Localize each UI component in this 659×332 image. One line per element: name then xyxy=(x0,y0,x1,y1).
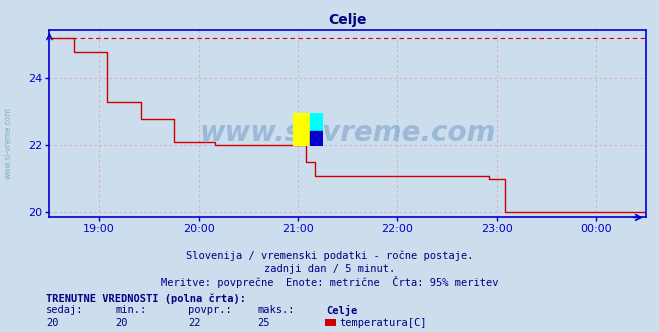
Text: sedaj:: sedaj: xyxy=(46,305,84,315)
Text: 20: 20 xyxy=(46,318,59,328)
Polygon shape xyxy=(310,131,323,146)
Text: temperatura[C]: temperatura[C] xyxy=(339,318,427,328)
Title: Celje: Celje xyxy=(328,13,367,27)
Text: 20: 20 xyxy=(115,318,128,328)
Text: 22: 22 xyxy=(188,318,200,328)
Text: povpr.:: povpr.: xyxy=(188,305,231,315)
Text: 25: 25 xyxy=(257,318,270,328)
Text: Slovenija / vremenski podatki - ročne postaje.: Slovenija / vremenski podatki - ročne po… xyxy=(186,250,473,261)
Text: www.si-vreme.com: www.si-vreme.com xyxy=(200,119,496,147)
Polygon shape xyxy=(310,113,323,131)
Text: TRENUTNE VREDNOSTI (polna črta):: TRENUTNE VREDNOSTI (polna črta): xyxy=(46,293,246,304)
Text: Meritve: povprečne  Enote: metrične  Črta: 95% meritev: Meritve: povprečne Enote: metrične Črta:… xyxy=(161,276,498,288)
Text: www.si-vreme.com: www.si-vreme.com xyxy=(4,107,13,179)
Text: min.:: min.: xyxy=(115,305,146,315)
Text: zadnji dan / 5 minut.: zadnji dan / 5 minut. xyxy=(264,264,395,274)
Polygon shape xyxy=(293,113,310,146)
Text: Celje: Celje xyxy=(326,305,357,316)
Text: maks.:: maks.: xyxy=(257,305,295,315)
